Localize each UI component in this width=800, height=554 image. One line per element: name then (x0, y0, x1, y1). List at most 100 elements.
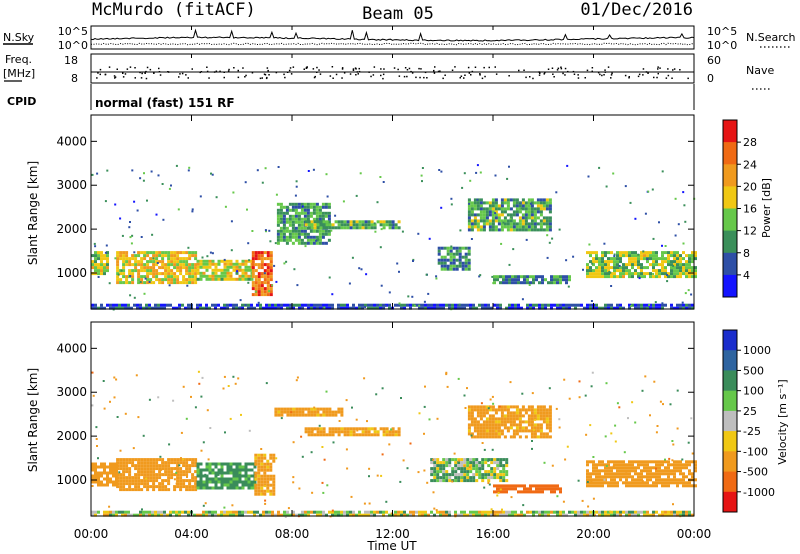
nave-dot (564, 67, 567, 70)
power-cell (251, 293, 255, 297)
power-cell (194, 254, 198, 258)
nsearch-label: N.Search (746, 31, 796, 44)
power-cell (526, 306, 529, 310)
velocity-cell (307, 407, 311, 411)
velocity-cell (500, 414, 504, 418)
velocity-cell (466, 467, 470, 471)
velocity-cell (176, 479, 180, 483)
power-cell (247, 277, 251, 281)
velocity-cell (457, 513, 460, 517)
nave-dot (393, 67, 396, 69)
velocity-cell (448, 464, 452, 468)
power-cell (670, 303, 673, 307)
power-cell (304, 245, 307, 248)
power-cell (122, 269, 126, 273)
velocity-cell (313, 510, 316, 514)
velocity-cell (95, 438, 98, 440)
velocity-cell (235, 486, 239, 490)
power-cell (388, 303, 391, 307)
power-cell (409, 303, 412, 307)
power-cell (155, 278, 159, 282)
velocity-cell (263, 477, 267, 481)
power-cell (326, 195, 329, 198)
velocity-cell (664, 472, 667, 476)
power-cell (285, 226, 289, 230)
velocity-cell (289, 413, 293, 417)
power-cell (276, 202, 280, 206)
velocity-cell (179, 488, 183, 492)
velocity-cell (394, 430, 398, 434)
velocity-cell (263, 489, 267, 493)
nave-dot (266, 76, 268, 79)
power-cell (261, 181, 264, 184)
power-cell (292, 306, 295, 310)
power-cell (199, 265, 203, 269)
velocity-cell (266, 459, 270, 463)
velocity-cell (436, 470, 440, 474)
velocity-cell (257, 462, 261, 466)
nave-dot (114, 76, 117, 78)
power-cell (682, 266, 685, 270)
velocity-cell (122, 473, 126, 477)
colorbar-tick-label: 24 (743, 158, 757, 171)
nave-dot (116, 68, 118, 70)
power-cell (285, 217, 289, 221)
velocity-cell (257, 459, 261, 463)
velocity-cell (496, 487, 499, 491)
nave-dot (463, 77, 465, 79)
velocity-cell (103, 513, 106, 517)
velocity-cell (469, 479, 473, 483)
velocity-cell (118, 471, 121, 474)
power-cell (676, 303, 679, 307)
velocity-cell (475, 479, 479, 483)
nave-dot (178, 76, 180, 78)
power-cell (140, 278, 144, 282)
velocity-cell (229, 462, 233, 466)
power-cell (464, 246, 468, 250)
colorbar-tick-label: 25 (743, 405, 757, 418)
velocity-cell (205, 474, 209, 478)
power-cell (108, 282, 111, 285)
velocity-cell (442, 479, 446, 483)
velocity-cell (616, 469, 619, 473)
velocity-cell (661, 478, 664, 482)
power-cell (310, 306, 313, 310)
velocity-cell (445, 476, 449, 480)
velocity-cell (94, 465, 97, 469)
velocity-cell (241, 480, 245, 484)
velocity-cell (137, 416, 140, 419)
power-cell (527, 222, 531, 226)
power-cell (512, 219, 516, 223)
power-cell (649, 263, 652, 267)
power-cell (229, 259, 233, 263)
velocity-cell (500, 432, 504, 436)
power-cell (323, 306, 326, 309)
velocity-cell (397, 430, 401, 434)
velocity-cell (307, 430, 311, 434)
power-cell (595, 266, 598, 270)
velocity-cell (367, 430, 371, 434)
power-cell (546, 256, 549, 259)
power-cell (555, 191, 558, 194)
velocity-cell (382, 430, 386, 434)
velocity-cell (510, 496, 513, 499)
velocity-cell (488, 408, 492, 412)
power-cell (194, 275, 198, 279)
power-cell (568, 278, 571, 282)
velocity-cell (509, 435, 513, 439)
velocity-cell (548, 429, 552, 433)
velocity-cell (607, 466, 610, 470)
velocity-cell (547, 484, 550, 488)
power-cell (542, 201, 546, 205)
power-cell (263, 263, 267, 267)
velocity-cell (614, 424, 617, 427)
power-cell (556, 303, 559, 307)
power-cell (574, 306, 577, 310)
power-cell (125, 251, 129, 255)
power-cell (482, 210, 486, 214)
velocity-cell (616, 475, 619, 479)
power-cell (236, 270, 239, 273)
power-cell (250, 277, 254, 281)
power-cell (170, 278, 174, 282)
power-cell (467, 228, 471, 232)
